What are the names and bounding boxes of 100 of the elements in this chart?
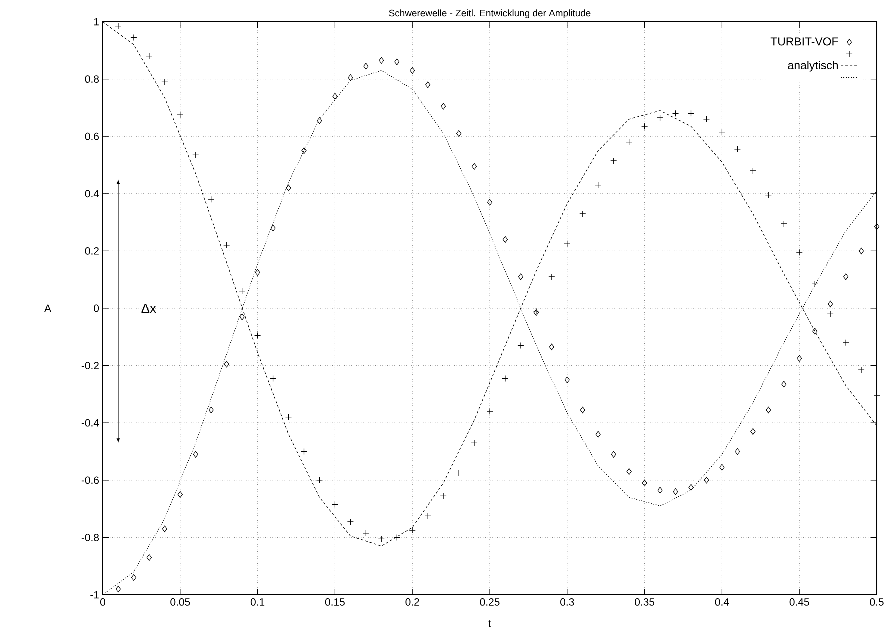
point <box>347 518 354 526</box>
point <box>611 451 616 458</box>
point <box>131 574 137 582</box>
point <box>441 103 446 110</box>
point <box>564 376 570 384</box>
x-tick-label: 0.25 <box>480 598 500 606</box>
point <box>688 110 695 117</box>
y-axis-title: A <box>44 304 52 312</box>
point <box>332 501 339 508</box>
point <box>718 128 726 136</box>
point <box>548 274 556 280</box>
point <box>734 146 741 153</box>
x-tick-label: 0 <box>100 598 106 606</box>
point <box>858 366 865 374</box>
point <box>750 168 756 174</box>
point <box>239 288 246 295</box>
point <box>780 220 788 228</box>
point <box>364 63 369 70</box>
point <box>812 328 818 335</box>
point <box>656 114 664 122</box>
point <box>178 491 183 498</box>
point <box>208 196 215 203</box>
point <box>285 414 292 421</box>
point <box>797 355 802 362</box>
point <box>766 406 772 414</box>
x-tick-label: 0.2 <box>406 598 420 606</box>
point <box>394 534 400 541</box>
point <box>255 269 260 276</box>
point <box>626 468 632 476</box>
point <box>596 431 601 438</box>
y-tick-label: -0.6 <box>82 476 100 484</box>
y-tick-label: 0.2 <box>85 248 99 255</box>
point <box>286 184 292 192</box>
point <box>116 586 122 593</box>
point <box>595 182 602 189</box>
point <box>518 342 524 350</box>
point <box>626 139 633 146</box>
x-tick-label: 0.45 <box>790 598 810 606</box>
point <box>270 224 276 232</box>
point <box>642 123 648 130</box>
point <box>348 74 354 82</box>
point <box>658 487 663 494</box>
point <box>193 451 198 458</box>
point <box>302 148 307 154</box>
point <box>317 118 322 124</box>
legend-label: TURBIT-VOF <box>770 38 838 46</box>
point <box>549 344 554 350</box>
point <box>224 361 230 368</box>
point <box>409 527 416 534</box>
point <box>842 340 850 346</box>
point <box>471 440 478 446</box>
point <box>487 199 493 206</box>
y-tick-label: -1 <box>90 591 99 599</box>
point <box>765 192 772 199</box>
y-tick-label: -0.4 <box>82 419 100 427</box>
point <box>162 78 168 86</box>
point <box>782 381 787 388</box>
point <box>874 224 880 230</box>
point <box>720 464 725 471</box>
point <box>472 163 478 170</box>
point <box>486 408 494 415</box>
y-tick-label: 0 <box>94 304 100 312</box>
point <box>735 448 740 456</box>
y-tick-label: 1 <box>94 18 99 26</box>
x-tick-label: 0.15 <box>325 598 345 606</box>
point <box>673 488 678 496</box>
y-tick-label: -0.2 <box>82 362 99 370</box>
point <box>146 554 152 562</box>
point <box>410 67 416 74</box>
point <box>424 512 432 520</box>
point <box>270 375 277 382</box>
point <box>208 406 214 414</box>
point <box>192 152 200 159</box>
point <box>162 526 168 532</box>
point <box>378 536 385 542</box>
point <box>456 470 462 477</box>
x-tick-label: 0.4 <box>715 598 730 606</box>
point <box>224 242 230 249</box>
point <box>316 477 324 484</box>
point <box>858 248 864 254</box>
point <box>240 314 245 320</box>
point <box>642 480 648 487</box>
x-tick-label: 0.05 <box>170 598 190 606</box>
point <box>456 130 462 138</box>
point <box>362 530 370 537</box>
x-tick-label: 0.3 <box>560 598 574 606</box>
legend-label: analytisch <box>788 61 838 72</box>
point <box>518 274 524 280</box>
y-tick-label: 0.4 <box>85 190 100 198</box>
point <box>703 116 710 123</box>
point <box>502 236 508 244</box>
chart-title: Schwerewelle - Zeitl. Entwicklung der Amplitude <box>389 10 591 18</box>
point <box>796 249 803 256</box>
x-tick-label: 0.1 <box>250 598 265 606</box>
point <box>332 93 338 100</box>
point <box>130 34 138 42</box>
point <box>580 406 586 414</box>
point <box>812 280 818 288</box>
x-tick-label: 0.35 <box>635 598 655 606</box>
point <box>177 112 184 118</box>
